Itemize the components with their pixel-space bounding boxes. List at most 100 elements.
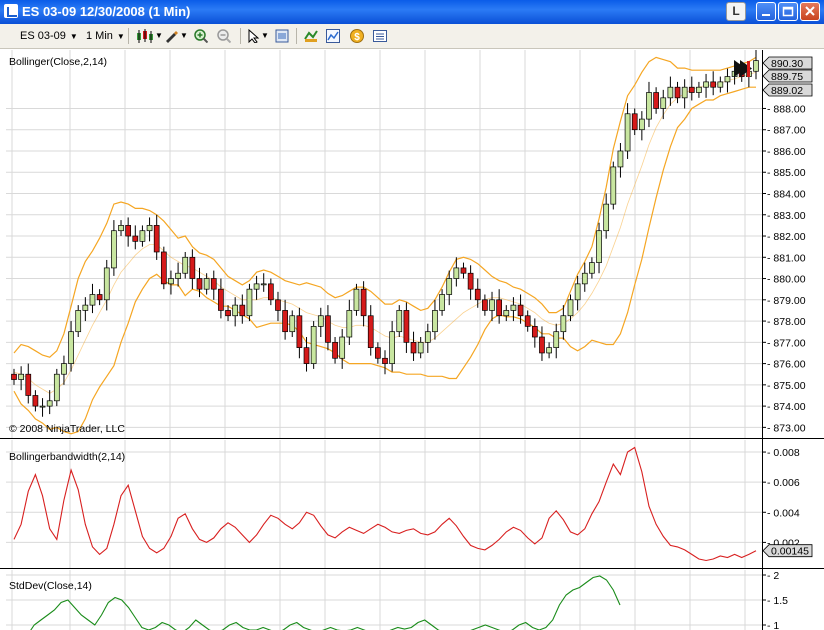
last-bar-marker: [734, 60, 752, 77]
candle: [346, 299, 353, 345]
up-candle: [353, 288, 360, 311]
tick-label: - 888.00: [767, 103, 806, 115]
tick-label: - 1: [767, 620, 779, 630]
zoom-in-icon[interactable]: [194, 29, 208, 43]
up-candle: [118, 225, 124, 232]
tick-label: - 875.00: [767, 380, 806, 392]
svg-text:$: $: [354, 32, 360, 43]
candle: [546, 342, 552, 359]
down-candle: [11, 373, 17, 380]
price-marker-shape: [762, 544, 813, 558]
candle: [688, 76, 695, 101]
down-candle: [296, 315, 303, 348]
chart-trader-icon[interactable]: [326, 29, 340, 43]
down-candle: [375, 347, 381, 359]
up-candle: [18, 373, 24, 380]
candle: [624, 103, 631, 159]
candle: [503, 305, 510, 322]
up-candle: [111, 230, 117, 269]
candle: [703, 73, 709, 98]
candle: [531, 318, 538, 348]
down-candle: [467, 272, 474, 290]
data-box-icon[interactable]: [373, 29, 387, 43]
up-candle: [432, 310, 438, 333]
candle: [396, 305, 403, 338]
money-icon[interactable]: $: [350, 29, 364, 43]
down-candle: [410, 341, 417, 354]
chevron-down-icon[interactable]: ▼: [155, 31, 163, 40]
up-candle: [310, 326, 317, 364]
up-candle: [717, 81, 724, 88]
price-marker-label: 889.02: [771, 85, 803, 97]
down-candle: [125, 225, 132, 237]
down-candle: [653, 92, 659, 109]
tick-label: - 2: [767, 570, 779, 582]
link-button[interactable]: L: [726, 2, 746, 21]
candle: [574, 275, 581, 311]
down-candle: [218, 288, 224, 311]
pencil-icon[interactable]: [164, 29, 178, 43]
properties-icon[interactable]: [275, 29, 289, 43]
chevron-down-icon: ▼: [69, 32, 78, 41]
tick-label: - 878.00: [767, 316, 806, 328]
up-candle: [61, 363, 67, 375]
zoom-out-icon[interactable]: [217, 29, 231, 43]
candle: [267, 278, 274, 306]
candle: [646, 81, 652, 128]
candle: [25, 363, 32, 404]
strategy-icon[interactable]: [304, 29, 318, 43]
chevron-down-icon[interactable]: ▼: [261, 31, 269, 40]
up-candle: [39, 405, 46, 408]
up-candle: [589, 262, 595, 274]
candle: [453, 257, 460, 287]
candle: [389, 321, 395, 372]
candle: [596, 222, 602, 274]
down-candle: [32, 395, 39, 407]
tick-label: - 876.00: [767, 359, 806, 371]
up-candle: [89, 294, 96, 306]
candle: [581, 262, 588, 292]
candle: [18, 366, 24, 391]
up-candle: [346, 310, 353, 338]
down-candle: [367, 315, 374, 348]
candle: [353, 283, 360, 316]
minimize-button[interactable]: [756, 2, 776, 21]
instrument-selector[interactable]: ES 03-09 ▼: [20, 28, 78, 44]
up-candle: [567, 299, 574, 317]
panel1-title: Bollinger(Close,2,14): [9, 56, 107, 68]
up-candle: [139, 230, 146, 242]
price-marker-shape: [762, 83, 813, 97]
chart-area[interactable]: - 873.00 - 874.00 - 875.00 - 876.00 - 877.00…: [0, 50, 824, 630]
candle: [246, 283, 253, 322]
candle: [496, 289, 503, 324]
candle: [382, 350, 388, 375]
tick-label: - 884.00: [767, 189, 806, 201]
up-candle: [610, 166, 617, 205]
up-candle: [596, 230, 602, 263]
candlestick-icon[interactable]: [136, 29, 154, 43]
close-button[interactable]: [800, 2, 820, 21]
interval-selector[interactable]: 1 Min ▼: [86, 28, 125, 44]
last-bar: [747, 61, 750, 77]
down-candle: [382, 357, 388, 364]
down-candle: [239, 304, 246, 317]
maximize-button[interactable]: [778, 2, 798, 21]
candle: [603, 193, 610, 239]
candle: [168, 270, 174, 295]
candle: [638, 111, 645, 141]
chevron-down-icon[interactable]: ▼: [180, 31, 188, 40]
price-marker-label: 0.00145: [771, 546, 809, 558]
up-candle: [753, 60, 759, 72]
bandwidth-line: [13, 446, 757, 562]
maximize-icon: [782, 6, 794, 17]
up-candle: [339, 336, 346, 359]
up-candle: [546, 347, 552, 354]
panel2-title: Bollingerbandwidth(2,14): [9, 451, 125, 463]
cursor-icon[interactable]: [247, 29, 261, 43]
down-candle: [225, 310, 231, 317]
up-candle: [638, 118, 645, 131]
price-marker-high: 890.30: [762, 56, 813, 70]
up-candle: [389, 331, 395, 364]
toolbar: ES 03-09 ▼ 1 Min ▼ ▼ ▼ ▼ $: [0, 24, 824, 49]
tick-label: - 881.00: [767, 252, 806, 264]
